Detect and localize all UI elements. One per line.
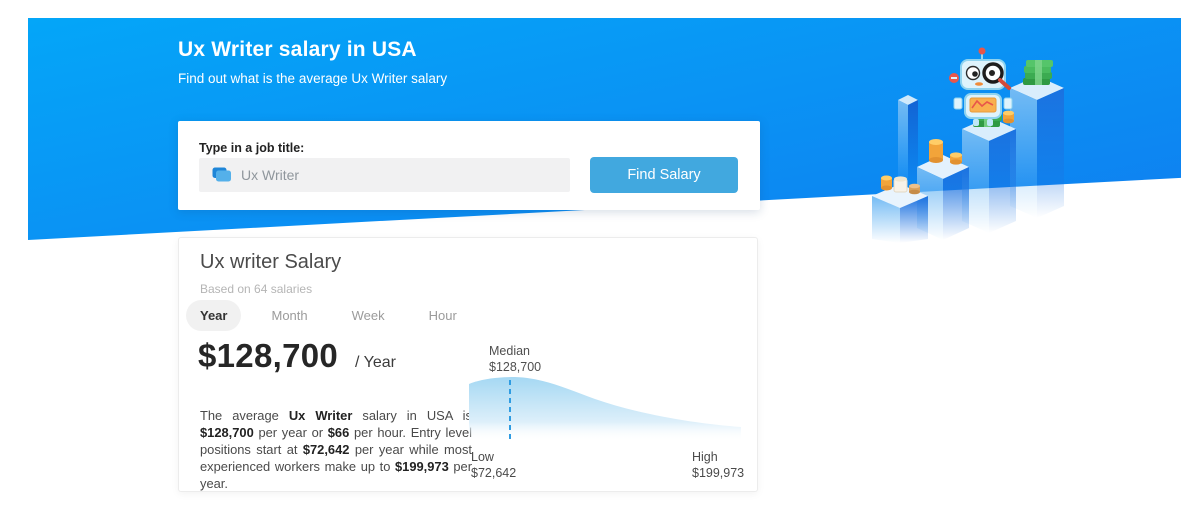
low-label-text: Low bbox=[471, 450, 494, 464]
thin-bar-icon bbox=[898, 95, 918, 188]
high-label: High $199,973 bbox=[692, 449, 744, 481]
salary-description: The average Ux Writer salary in USA is $… bbox=[200, 408, 473, 491]
salary-summary-card: Ux writer Salary Based on 64 salaries Ye… bbox=[178, 237, 758, 492]
page-title: Ux Writer salary in USA bbox=[178, 38, 417, 61]
salary-amount-row: $128,700 / Year bbox=[198, 337, 396, 375]
money-stack-icon bbox=[1023, 60, 1053, 85]
salary-amount: $128,700 bbox=[198, 337, 339, 374]
job-title-label: Type in a job title: bbox=[199, 141, 305, 155]
tab-month[interactable]: Month bbox=[257, 300, 321, 331]
salary-period: / Year bbox=[355, 354, 396, 371]
salary-growth-illustration bbox=[872, 47, 1064, 243]
job-title-input[interactable] bbox=[199, 158, 570, 192]
job-title-input-wrap bbox=[199, 158, 570, 192]
salary-card-title: Ux writer Salary bbox=[200, 251, 342, 273]
bar-4-icon bbox=[1010, 76, 1064, 218]
low-value: $72,642 bbox=[471, 466, 517, 480]
page-subtitle: Find out what is the average Ux Writer s… bbox=[178, 71, 448, 86]
bar-3-icon bbox=[962, 117, 1016, 233]
salary-distribution-chart bbox=[469, 377, 741, 441]
median-value: $128,700 bbox=[489, 360, 542, 374]
high-label-text: High bbox=[692, 450, 718, 464]
tab-week[interactable]: Week bbox=[338, 300, 399, 331]
high-value: $199,973 bbox=[692, 466, 745, 480]
tab-year[interactable]: Year bbox=[186, 300, 242, 331]
find-salary-button[interactable]: Find Salary bbox=[590, 157, 738, 193]
coins-jar-icon bbox=[881, 175, 920, 195]
median-label-text: Median bbox=[489, 344, 530, 358]
robot-magnifier-icon bbox=[949, 47, 1013, 126]
coin-stacks-icon bbox=[929, 139, 962, 165]
period-tabs: Year Month Week Hour bbox=[186, 300, 471, 331]
based-on-text: Based on 64 salaries bbox=[200, 282, 313, 296]
distribution-curve bbox=[469, 377, 741, 441]
tab-hour[interactable]: Hour bbox=[415, 300, 471, 331]
median-label: Median $128,700 bbox=[489, 343, 541, 375]
job-search-card: Type in a job title: Find Salary bbox=[178, 121, 760, 210]
low-label: Low $72,642 bbox=[471, 449, 516, 481]
